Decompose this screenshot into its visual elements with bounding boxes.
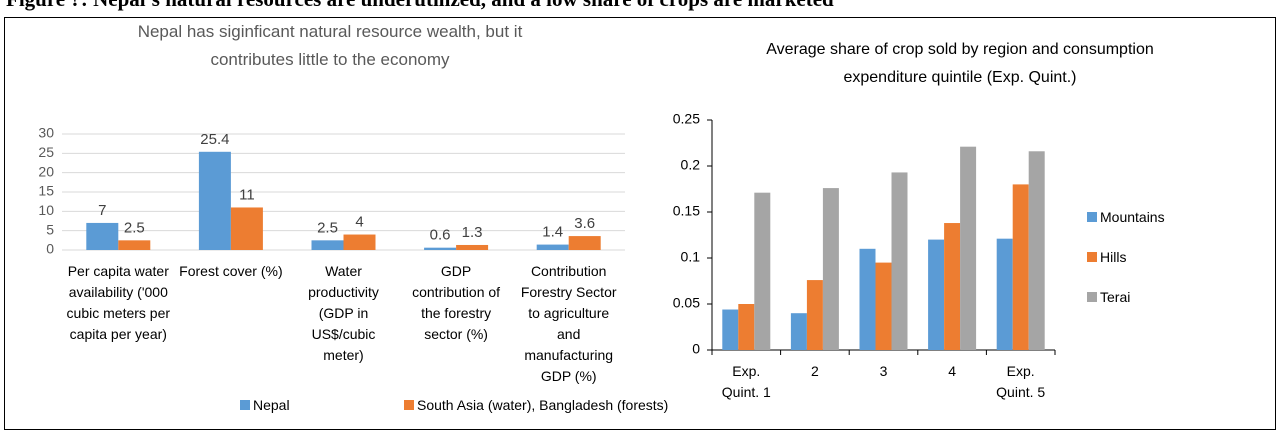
- data-label: 3.6: [574, 215, 595, 232]
- bar: [343, 234, 376, 250]
- bar: [944, 223, 961, 350]
- legend-label: Nepal: [253, 397, 290, 413]
- bar: [875, 262, 892, 350]
- bar: [536, 244, 569, 250]
- legend-swatch: [240, 400, 250, 410]
- bar: [311, 240, 344, 250]
- x-tick-label: 3: [879, 363, 888, 379]
- chart-title: Nepal has siginficant natural resource w…: [137, 22, 523, 69]
- y-tick-label: 0: [46, 241, 54, 257]
- y-tick-label: 0.05: [673, 295, 700, 311]
- data-label: 4: [355, 214, 363, 231]
- y-tick-label: 0.25: [673, 111, 700, 127]
- bar: [822, 188, 839, 350]
- legend-label: Hills: [1100, 249, 1127, 265]
- legend-swatch: [1087, 252, 1097, 262]
- legend-label: South Asia (water), Bangladesh (forests): [417, 397, 669, 413]
- x-tick-label: 4: [948, 363, 956, 379]
- legend-swatch: [1087, 212, 1097, 222]
- bar: [1028, 151, 1045, 350]
- y-tick-label: 15: [38, 183, 54, 199]
- bar: [790, 313, 807, 350]
- x-tick-label: Exp. Quint. 1: [721, 363, 771, 400]
- bar: [738, 304, 755, 350]
- legend-label: Terai: [1100, 289, 1131, 305]
- data-label: 11: [239, 186, 255, 203]
- y-tick-label: 10: [38, 202, 54, 218]
- bar: [1012, 184, 1029, 350]
- chart-title: Average share of crop sold by region and…: [766, 41, 1154, 86]
- data-label: 0.6: [430, 227, 451, 244]
- x-tick-label: Water productivity (GDP in US$/cubic met…: [308, 263, 379, 363]
- x-tick-label: Forest cover (%): [179, 263, 283, 279]
- data-label: 2.5: [124, 219, 145, 236]
- y-tick-label: 20: [38, 163, 54, 179]
- figure-heading: Figure ?: Nepal’s natural resources are …: [6, 0, 834, 12]
- bar: [928, 239, 945, 350]
- y-tick-label: 30: [38, 125, 54, 141]
- figure-frame: [4, 17, 1276, 430]
- data-label: 1.3: [462, 224, 483, 241]
- bar: [960, 146, 977, 350]
- y-tick-label: 0: [692, 341, 700, 357]
- y-tick-label: 0.15: [673, 203, 700, 219]
- data-label: 2.5: [317, 219, 338, 236]
- x-tick-label: Contribution Forestry Sector to agricult…: [520, 263, 617, 384]
- bar: [568, 236, 601, 250]
- legend-label: Mountains: [1100, 209, 1165, 225]
- y-tick-label: 0.2: [681, 157, 701, 173]
- x-tick-label: 2: [810, 363, 819, 379]
- bar: [806, 280, 823, 350]
- bar: [859, 248, 876, 350]
- data-label: 7: [98, 202, 106, 219]
- bar: [198, 151, 231, 250]
- data-label: 25.4: [200, 131, 229, 148]
- bar: [424, 247, 457, 250]
- bar: [86, 222, 119, 250]
- y-tick-label: 0.1: [681, 249, 701, 265]
- x-tick-label: Exp. Quint. 5: [996, 363, 1046, 400]
- data-label: 1.4: [542, 224, 563, 241]
- y-tick-label: 25: [38, 144, 54, 160]
- x-tick-label: GDP contribution of the forestry sector …: [412, 263, 501, 342]
- bar: [891, 172, 908, 350]
- bar: [996, 238, 1013, 350]
- x-tick-label: Per capita water availability ('000 cubi…: [66, 263, 171, 342]
- legend-swatch: [404, 400, 414, 410]
- bar: [456, 244, 489, 250]
- bar: [118, 240, 151, 250]
- legend-swatch: [1087, 292, 1097, 302]
- bar: [754, 192, 771, 350]
- bar: [230, 207, 263, 250]
- bar: [722, 309, 739, 350]
- y-tick-label: 5: [46, 221, 54, 237]
